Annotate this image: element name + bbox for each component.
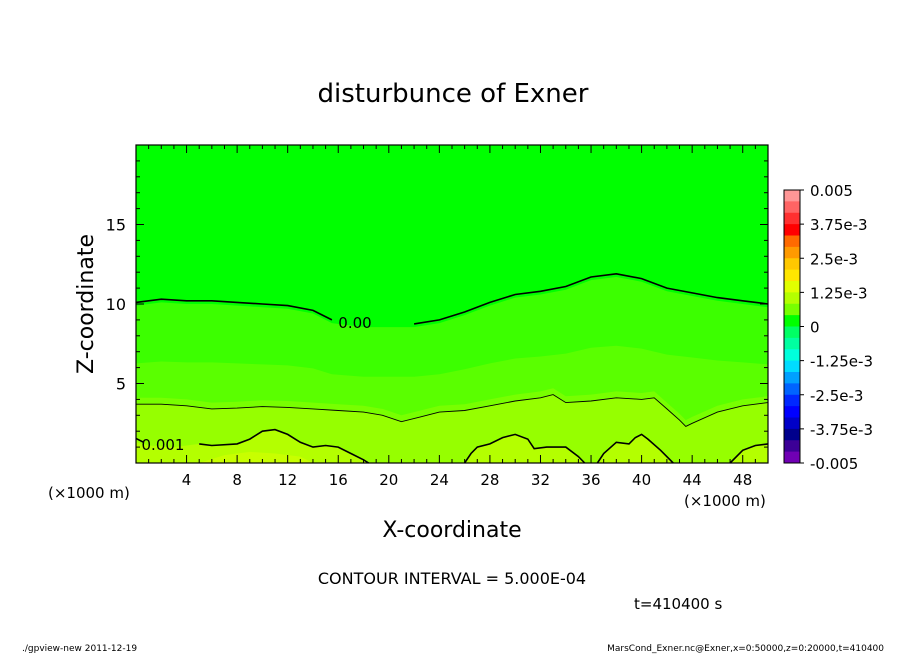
colorbar-swatch	[784, 360, 800, 373]
x-tick-label: 44	[683, 471, 702, 489]
x-tick-label: 16	[329, 471, 348, 489]
x-tick-label: 48	[733, 471, 752, 489]
colorbar-swatch	[784, 372, 800, 384]
colorbar-label: 1.25e-3	[810, 284, 868, 302]
x-axis-ticks: 4 8 12 16 20 24 28 32 36 40 44 48	[135, 145, 769, 489]
contour-001-stub	[135, 437, 144, 444]
x-tick-label: 24	[430, 471, 449, 489]
colorbar-labels: 0.005 3.75e-3 2.5e-3 1.25e-3 0 -1.25e-3 -2.5e-…	[800, 182, 873, 473]
colorbar-swatch	[784, 258, 800, 271]
contour-zero-left	[135, 298, 333, 321]
colorbar-label: -1.25e-3	[810, 353, 873, 371]
x-tick-label: 32	[531, 471, 550, 489]
colorbar-swatch	[784, 383, 800, 396]
contour-001-0	[199, 428, 370, 464]
colorbar-label: -2.5e-3	[810, 387, 863, 405]
contour-interval-text: CONTOUR INTERVAL = 5.000E-04	[318, 569, 586, 588]
colorbar	[783, 189, 801, 464]
time-text: t=410400 s	[634, 595, 722, 613]
colorbar-swatch	[784, 337, 800, 350]
fill-band-5-1	[464, 434, 585, 463]
x-axis-unit-left: (×1000 m)	[48, 484, 130, 502]
plot-area-fill	[136, 145, 768, 463]
x-axis-unit-right: (×1000 m)	[684, 492, 766, 510]
x-tick-label: 20	[379, 471, 398, 489]
x-axis-label: X-coordinate	[382, 518, 521, 543]
fill-band-5-3	[730, 443, 768, 463]
colorbar-swatch	[784, 417, 800, 430]
colorbar-swatch	[784, 246, 800, 259]
colorbar-swatch	[784, 326, 800, 339]
contour-001-2	[596, 433, 674, 464]
colorbar-swatch	[784, 269, 800, 282]
x-tick-label: 8	[232, 471, 242, 489]
fill-band-5-0	[136, 429, 369, 463]
colorbar-swatch	[784, 349, 800, 362]
y-tick-label: 15	[106, 216, 126, 235]
colorbar-swatch	[784, 428, 800, 441]
colorbar-swatch	[784, 201, 800, 214]
x-tick-label: 40	[632, 471, 651, 489]
contour-001-3	[729, 443, 769, 464]
colorbar-swatch	[784, 292, 800, 305]
y-tick-label: 5	[116, 375, 126, 394]
colorbar-swatch	[784, 303, 800, 316]
contour-label-zero: 0.00	[338, 314, 371, 332]
colorbar-swatch	[784, 394, 800, 407]
colorbar-label: 0.005	[810, 182, 853, 200]
contour-label-001: 0.001	[142, 436, 185, 454]
colorbar-swatch	[784, 451, 800, 464]
colorbar-swatch	[784, 224, 800, 236]
colorbar-label: 2.5e-3	[810, 250, 858, 268]
colorbar-label: 0	[810, 319, 820, 337]
colorbar-swatch	[784, 212, 800, 225]
fill-band-6-0	[199, 451, 313, 463]
colorbar-label: -0.005	[810, 455, 858, 473]
colorbar-swatch	[784, 281, 800, 293]
y-axis-label: Z-coordinate	[74, 234, 99, 374]
y-axis-ticks: 5 10 15	[106, 144, 768, 464]
colorbar-swatch	[784, 440, 800, 453]
colorbar-label: -3.75e-3	[810, 421, 873, 439]
x-tick-label: 28	[480, 471, 499, 489]
colorbar-swatch	[784, 406, 800, 418]
x-tick-label: 12	[278, 471, 297, 489]
y-tick-label: 10	[106, 295, 126, 314]
contour-zero-right	[413, 272, 769, 325]
contour-0005	[136, 394, 769, 427]
colorbar-swatch	[784, 190, 800, 202]
fill-band-5-2	[597, 434, 674, 463]
colorbar-swatch	[784, 315, 800, 327]
footer-right: MarsCond_Exner.nc@Exner,x=0:50000,z=0:20…	[607, 644, 884, 654]
x-tick-label: 36	[581, 471, 600, 489]
colorbar-swatch	[784, 235, 800, 248]
colorbar-label: 3.75e-3	[810, 216, 868, 234]
contour-001-1	[463, 433, 586, 464]
chart-title: disturbunce of Exner	[318, 79, 589, 109]
x-tick-label: 4	[182, 471, 192, 489]
footer-left: ./gpview-new 2011-12-19	[22, 644, 137, 654]
